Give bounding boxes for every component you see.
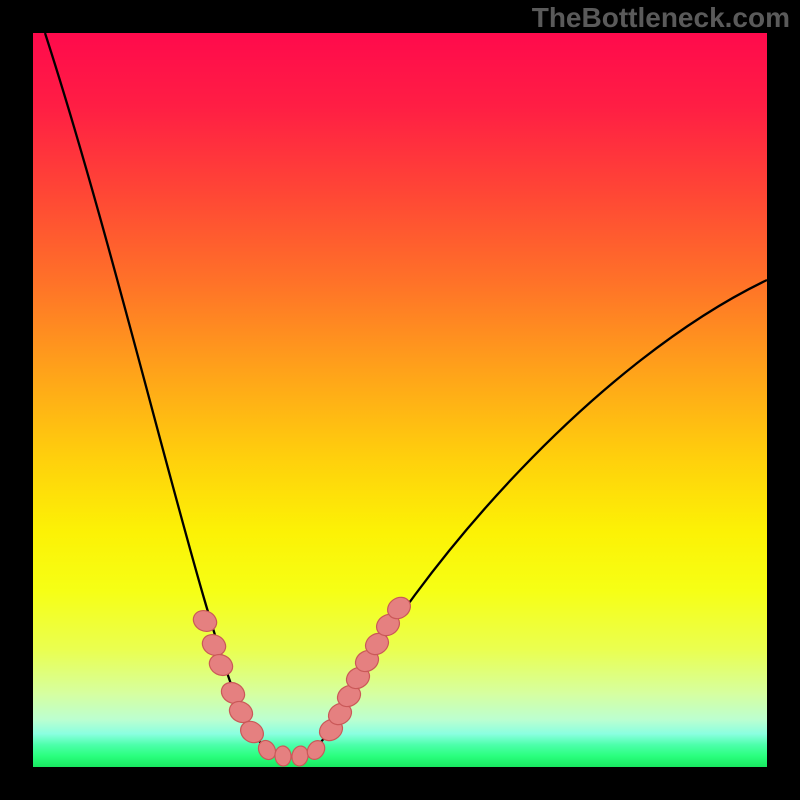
beads-group bbox=[190, 593, 415, 767]
bead-valley bbox=[274, 745, 292, 766]
bead-left bbox=[190, 607, 220, 635]
v-curve bbox=[45, 33, 767, 756]
curve-layer bbox=[0, 0, 800, 800]
bead-valley bbox=[290, 745, 309, 767]
bead-left bbox=[199, 631, 229, 659]
curve-path bbox=[45, 33, 767, 756]
watermark-text: TheBottleneck.com bbox=[532, 2, 790, 34]
chart-container: TheBottleneck.com bbox=[0, 0, 800, 800]
